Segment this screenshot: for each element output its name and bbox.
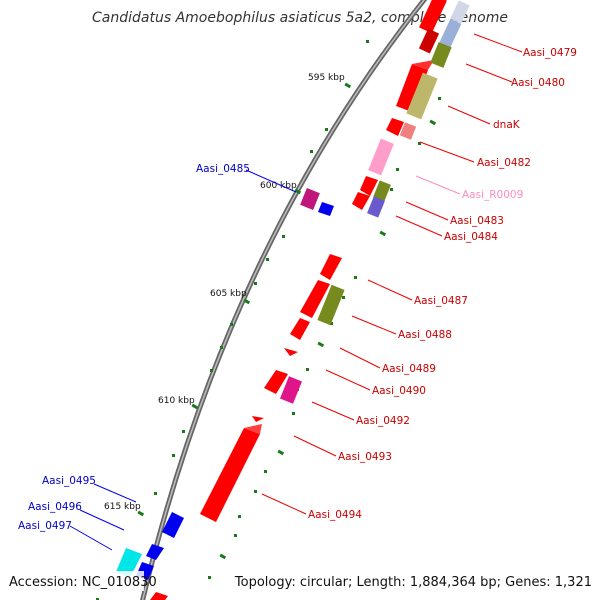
footer-left-bg [4,571,144,591]
gene-block-aasi-0495-blue[interactable] [162,512,184,538]
gene-label-aasi-0480[interactable]: Aasi_0480 [511,77,565,89]
kbp-label-610: 610 kbp [158,396,195,406]
gene-label-aasi-r0009[interactable]: Aasi_R0009 [462,189,523,201]
genome-backbone [140,0,428,600]
gene-block-aasi-0497-cyan[interactable] [116,548,142,578]
kbp-label-615: 615 kbp [104,502,141,512]
gene-label-aasi-0488[interactable]: Aasi_0488 [398,329,452,341]
tick-marks-inner [208,97,441,579]
gene-block-aasi-0490[interactable] [264,370,288,394]
gene-block-aasi-0480[interactable] [396,60,434,112]
gene-block-aasi-0483[interactable] [352,176,378,210]
gene-label-aasi-0492[interactable]: Aasi_0492 [356,415,410,427]
gene-label-aasi-0483[interactable]: Aasi_0483 [450,215,504,227]
gene-label-aasi-0479[interactable]: Aasi_0479 [523,47,577,59]
gene-label-aasi-0497[interactable]: Aasi_0497 [18,520,72,532]
accession-text: Accession: NC_010830 [9,575,157,590]
gene-label-aasi-0484[interactable]: Aasi_0484 [444,231,498,243]
kbp-label-600: 600 kbp [260,181,297,191]
gene-block-aasi-0482-salmon[interactable] [399,122,417,140]
gene-block-aasi-0489[interactable] [284,348,298,356]
gene-block-aasi-0490-magenta[interactable] [280,376,302,404]
gene-label-aasi-0487[interactable]: Aasi_0487 [414,295,468,307]
gene-label-aasi-0495[interactable]: Aasi_0495 [42,475,96,487]
gene-block-aasi-0480-olive[interactable] [430,42,452,68]
leader-lines-right [261,33,523,515]
gene-block-aasi-0488[interactable] [290,280,330,340]
gene-block-aasi-0493[interactable] [252,416,264,422]
gene-block-aasi-r0009-pink[interactable] [368,138,394,176]
gene-block-aasi-0484-slate[interactable] [367,196,385,218]
gene-block-aasi-0479[interactable] [418,0,447,54]
topology-text: Topology: circular; Length: 1,884,364 bp… [234,575,592,590]
leader-line-aasi-r0009 [415,175,461,195]
gene-label-aasi-0490[interactable]: Aasi_0490 [372,385,426,397]
gene-block-aasi-0485-magenta[interactable] [300,188,320,210]
gene-block-dnak[interactable] [386,118,404,136]
kbp-label-605: 605 kbp [210,289,247,299]
tick-marks-outer [96,40,369,600]
gene-block-dnak-khaki[interactable] [406,72,438,120]
gene-block-aasi-0483-olive[interactable] [373,180,391,202]
gene-label-aasi-0489[interactable]: Aasi_0489 [382,363,436,375]
leader-lines-left [69,169,297,551]
gene-label-aasi-0485[interactable]: Aasi_0485 [196,163,250,175]
gene-label-aasi-0493[interactable]: Aasi_0493 [338,451,392,463]
map-title: Candidatus Amoebophilus asiaticus 5a2, c… [92,10,508,26]
gene-block-aasi-0494[interactable] [200,424,262,522]
gene-label-aasi-0496[interactable]: Aasi_0496 [28,501,82,513]
gene-block-aasi-0485-blue[interactable] [318,202,334,216]
kbp-label-595: 595 kbp [308,73,345,83]
footer-right-bg [258,571,596,591]
gene-block-aasi-0487[interactable] [320,254,342,280]
gene-label-dnak[interactable]: dnaK [493,119,521,131]
gene-label-aasi-0494[interactable]: Aasi_0494 [308,509,362,521]
gene-block-tail-red[interactable] [150,592,168,600]
gene-block-aasi-0496-blue[interactable] [146,544,164,560]
gene-block-aasi-0488-olive[interactable] [317,284,345,326]
gene-block-aasi-0479-steel[interactable] [438,0,470,50]
gene-label-aasi-0482[interactable]: Aasi_0482 [477,157,531,169]
